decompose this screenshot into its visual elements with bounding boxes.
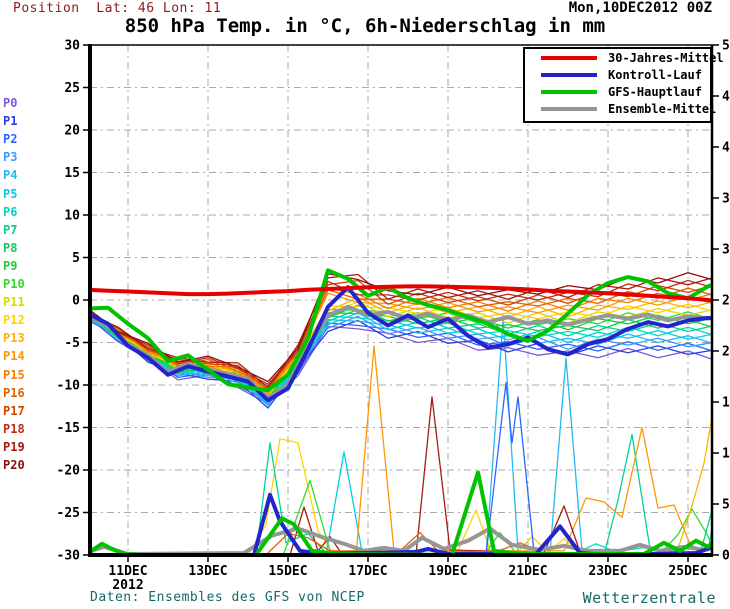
- member-label-P10: P10: [3, 277, 25, 291]
- member-label-P14: P14: [3, 349, 25, 364]
- member-label-P17: P17: [3, 403, 25, 418]
- x-axis-year: 2012: [112, 578, 143, 593]
- y-right-tick-45: 45: [722, 90, 730, 105]
- legend-label: Kontroll-Lauf: [608, 68, 702, 82]
- temp-curve-P7: [90, 308, 712, 402]
- precip-curve-P19: [289, 396, 581, 555]
- y-right-tick-20: 20: [722, 345, 730, 360]
- x-tick-21DEC: 21DEC: [508, 564, 547, 579]
- x-tick-19DEC: 19DEC: [428, 564, 467, 579]
- temp-curve-P1: [90, 319, 712, 409]
- precip-curve-P2: [485, 381, 535, 555]
- legend-label: 30-Jahres-Mittel: [608, 51, 724, 65]
- position-text: Position Lat: 46 Lon: 11: [13, 1, 222, 16]
- y-right-tick-40: 40: [722, 141, 730, 156]
- precip-curve-P13: [675, 413, 712, 555]
- member-label-P2: P2: [3, 132, 18, 147]
- temp-curve-P0: [90, 317, 712, 405]
- member-label-P8: P8: [3, 240, 18, 255]
- precip-curve-P14: [355, 345, 693, 555]
- temp-curve-P8: [90, 312, 712, 396]
- legend-box: 30-Jahres-Mittel Kontroll-Lauf GFS-Hauptla…: [523, 47, 724, 123]
- temp-curve-P3: [90, 315, 712, 407]
- x-tick-11DEC: 11DEC: [108, 564, 147, 579]
- legend-line-swatch: [541, 90, 597, 94]
- legend-line-swatch: [541, 107, 597, 111]
- legend-label: Ensemble-Mittel: [608, 102, 717, 116]
- y-left-tick-5: 5: [72, 251, 80, 266]
- y-left-tick--20: -20: [57, 464, 81, 479]
- legend-line-swatch: [541, 56, 597, 60]
- y-left-tick--15: -15: [57, 421, 80, 436]
- legend-item-1: Kontroll-Lauf: [525, 67, 710, 83]
- member-label-P12: P12: [3, 313, 25, 328]
- member-label-P15: P15: [3, 367, 25, 382]
- chart-title: 850 hPa Temp. in °C, 6h-Niederschlag in …: [124, 15, 606, 37]
- axis-ticks: [83, 44, 719, 562]
- member-label-P4: P4: [3, 168, 18, 183]
- temp-curve-Ensemble-Mittel: [90, 304, 712, 400]
- precip-curve-P5: [325, 451, 363, 555]
- x-tick-15DEC: 15DEC: [268, 564, 307, 579]
- temp-curve-P4: [90, 315, 712, 401]
- member-label-P11: P11: [3, 295, 25, 310]
- member-label-P20: P20: [3, 458, 25, 472]
- y-right-tick-5: 5: [722, 498, 730, 513]
- brand-text: Wetterzentrale: [582, 589, 716, 607]
- y-right-tick-50: 50: [722, 39, 730, 54]
- x-tick-13DEC: 13DEC: [188, 564, 227, 579]
- member-label-P7: P7: [3, 222, 18, 237]
- member-label-P16: P16: [3, 385, 25, 400]
- precip-curve-Ensemble-Mittel: [90, 526, 712, 555]
- member-label-P9: P9: [3, 258, 18, 273]
- y-right-tick-15: 15: [722, 396, 730, 411]
- y-left-tick-15: 15: [64, 166, 80, 181]
- temp-curve-P6: [90, 314, 712, 398]
- y-right-tick-35: 35: [722, 192, 730, 207]
- precip-curve-P16: [267, 531, 541, 554]
- member-label-P18: P18: [3, 421, 25, 436]
- member-label-P3: P3: [3, 150, 18, 165]
- temp-curve-30-Jahres-Mittel: [90, 284, 712, 303]
- member-label-P19: P19: [3, 439, 25, 454]
- y-left-tick-20: 20: [64, 124, 80, 139]
- y-left-tick-0: 0: [72, 294, 80, 309]
- member-label-P0: P0: [3, 96, 18, 110]
- y-left-tick-25: 25: [64, 81, 80, 96]
- y-right-tick-0: 0: [722, 549, 730, 564]
- run-datetime: Mon,10DEC2012 00Z: [568, 0, 712, 16]
- member-label-P13: P13: [3, 331, 25, 346]
- legend-label: GFS-Hauptlauf: [608, 85, 702, 99]
- legend-item-3: Ensemble-Mittel: [525, 101, 716, 117]
- y-left-tick--25: -25: [57, 506, 80, 521]
- gridlines: [90, 45, 712, 555]
- y-right-tick-25: 25: [722, 294, 730, 309]
- legend-line-swatch: [541, 73, 597, 77]
- y-left-tick-30: 30: [64, 39, 80, 54]
- member-label-P6: P6: [3, 204, 18, 219]
- legend-item-2: GFS-Hauptlauf: [525, 84, 710, 100]
- y-left-tick--10: -10: [57, 379, 81, 394]
- legend-item-0: 30-Jahres-Mittel: [525, 50, 724, 66]
- y-left-tick--30: -30: [57, 549, 81, 564]
- axis-tick-labels: 302520151050-5-10-15-20-25-3050454035302…: [57, 39, 730, 594]
- member-label-P1: P1: [3, 114, 18, 129]
- y-left-tick-10: 10: [64, 209, 80, 224]
- y-left-tick--5: -5: [64, 336, 80, 351]
- member-label-P5: P5: [3, 186, 18, 201]
- temp-curve-P16: [90, 287, 712, 387]
- data-source-text: Daten: Ensembles des GFS von NCEP: [90, 590, 365, 605]
- x-tick-17DEC: 17DEC: [348, 564, 387, 579]
- y-right-tick-30: 30: [722, 243, 730, 258]
- y-right-tick-10: 10: [722, 447, 730, 462]
- x-tick-23DEC: 23DEC: [588, 564, 627, 579]
- temp-curve-P2: [90, 316, 712, 402]
- x-tick-25DEC: 25DEC: [668, 564, 707, 579]
- temp-curve-Kontroll-Lauf: [90, 285, 712, 403]
- temp-curve-GFS-Hauptlauf: [90, 268, 712, 393]
